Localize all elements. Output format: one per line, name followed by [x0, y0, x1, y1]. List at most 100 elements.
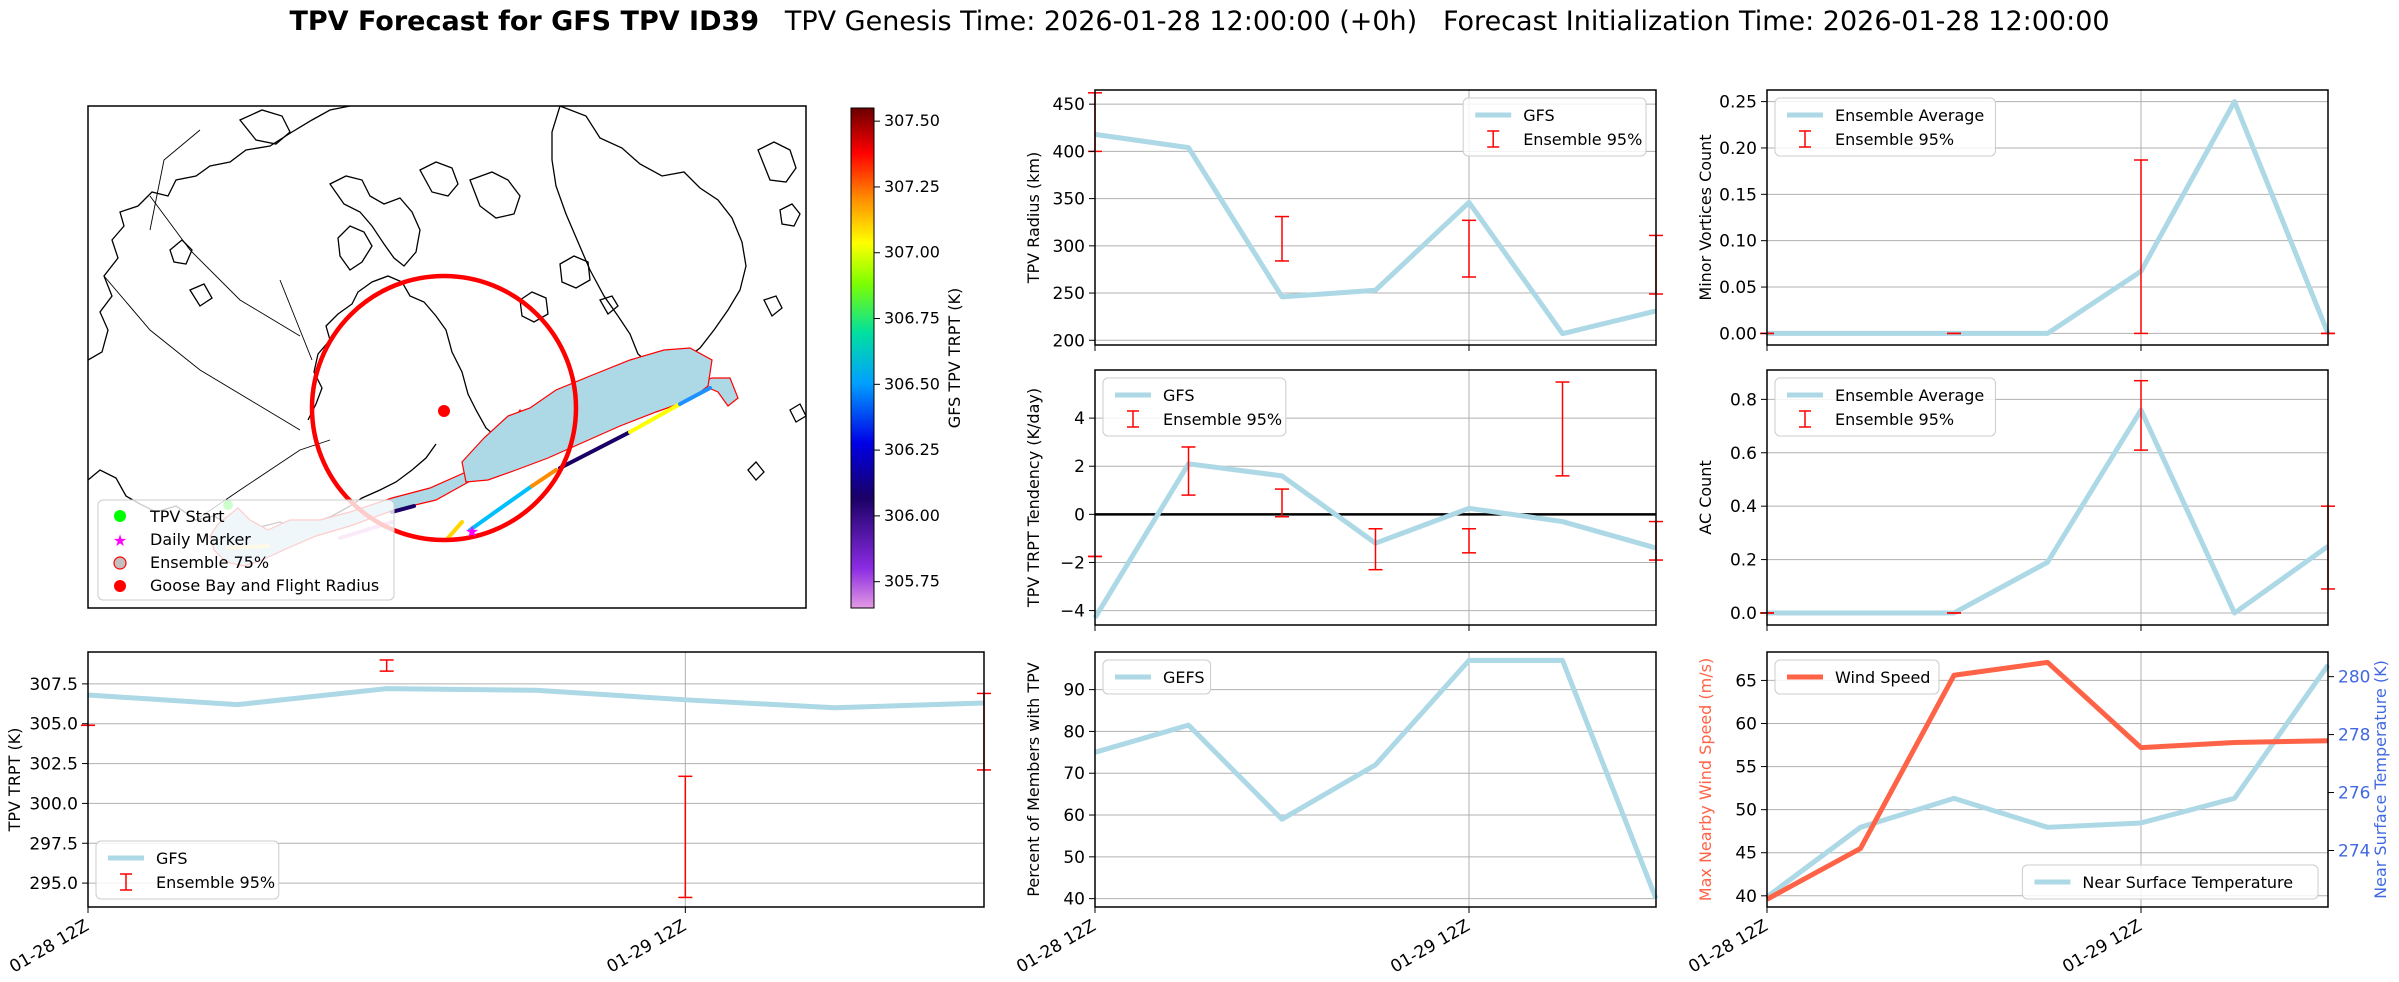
chart-minor: 0.00 0.05 0.10 0.15 0.20 0.25 Minor Vortices C… — [1696, 89, 2335, 351]
y-tick-label: 50 — [1735, 801, 1757, 821]
colorbar-label: GFS TPV TRPT (K) — [945, 288, 964, 428]
legend-box — [1774, 659, 1940, 695]
colorbar-tick-label: 306.50 — [884, 374, 940, 393]
y-tick-label: 0.15 — [1719, 185, 1757, 205]
series-line — [87, 686, 985, 711]
map-coastline — [169, 239, 193, 265]
plot-frame — [1094, 89, 1657, 346]
figure-title-init: Forecast Initialization Time: 2026-01-28… — [1442, 6, 2110, 37]
map-legend-label: Daily Marker — [150, 530, 251, 549]
plot-frame — [1766, 651, 2329, 908]
map-panel: ★ ★ TPV Start Daily Marker Ensemble 75% … — [87, 105, 964, 609]
legend-label: GFS — [1523, 106, 1554, 125]
y-tick-label: 300 — [1053, 237, 1085, 257]
y-tick-label: 297.5 — [29, 834, 78, 854]
map-coastline — [763, 295, 783, 318]
y-tick-label: 295.0 — [29, 874, 78, 894]
y-tick-label: −2 — [1060, 553, 1085, 573]
y-tick-label: 60 — [1735, 715, 1757, 735]
y-tick-label: 0.0 — [1730, 604, 1757, 624]
y-tick-label: 0.2 — [1730, 551, 1757, 571]
legend-label: GFS — [1163, 386, 1194, 405]
map-coastline — [559, 255, 591, 289]
map-border — [103, 275, 301, 431]
legend-goose-bay-icon — [114, 580, 126, 592]
y-axis-label: TPV Radius (km) — [1024, 152, 1043, 285]
y2-tick-label: 276 — [2338, 784, 2370, 804]
legend-label: Ensemble 95% — [1163, 410, 1282, 429]
map-coastline — [551, 106, 747, 371]
legend-label: GFS — [156, 849, 187, 868]
map-legend: ★ TPV Start Daily Marker Ensemble 75% Go… — [97, 499, 395, 601]
map-legend-label: Ensemble 75% — [150, 553, 269, 572]
map-coastline — [189, 283, 213, 307]
y-tick-label: 450 — [1053, 95, 1085, 115]
x-tick-label: 01-29 12Z — [604, 916, 690, 977]
y-tick-label: 0 — [1074, 505, 1085, 525]
chart-members: 40 50 60 70 80 90 Percent of Members with TPV 0… — [1013, 651, 1659, 977]
series-line — [1765, 659, 2329, 902]
goose-bay-flight-radius — [309, 273, 579, 543]
y-tick-label: 70 — [1063, 764, 1085, 784]
map-coastline — [307, 275, 541, 461]
plot-frame — [87, 651, 985, 908]
map-coastline — [329, 175, 421, 267]
y2-axis-label: Near Surface Temperature (K) — [2371, 660, 2390, 899]
y-tick-label: 60 — [1063, 806, 1085, 826]
colorbar-tick-label: 306.25 — [884, 440, 940, 459]
ensemble-75-region — [461, 347, 713, 483]
y2-tick-label: 274 — [2338, 841, 2370, 861]
temperature-line — [1765, 663, 2331, 899]
y-axis-label: TPV TRPT (K) — [5, 728, 24, 833]
map-coastline — [599, 295, 619, 315]
y-tick-label: 40 — [1735, 887, 1757, 907]
y-axis-label: Minor Vortices Count — [1696, 134, 1715, 300]
y-tick-label: 50 — [1063, 848, 1085, 868]
figure-title-bold: TPV Forecast for GFS TPV ID39 — [289, 6, 760, 37]
x-tick-label: 01-28 12Z — [1013, 916, 1099, 977]
map-coastline — [88, 106, 351, 361]
map-coastline — [779, 203, 801, 227]
goose-bay-marker — [438, 405, 450, 417]
figure-title: TPV Forecast for GFS TPV ID39 TPV Genesi… — [0, 6, 2399, 37]
x-tick-label: 01-28 12Z — [1685, 916, 1771, 977]
map-coastline — [757, 141, 797, 183]
legend-label: Wind Speed — [1835, 668, 1930, 687]
y-tick-label: 250 — [1053, 284, 1085, 304]
map-border — [279, 279, 313, 361]
map-coastline — [519, 291, 549, 323]
track-segment — [678, 386, 712, 406]
map-coastline — [337, 225, 373, 271]
colorbar-tick-label: 305.75 — [884, 572, 940, 591]
y-tick-label: 0.25 — [1719, 93, 1757, 113]
map-frame — [87, 105, 807, 609]
legend-ensemble-icon — [113, 556, 127, 570]
y-tick-label: 0.8 — [1730, 390, 1757, 410]
y2-tick-label: 278 — [2338, 726, 2370, 746]
y-tick-label: 300.0 — [29, 794, 78, 814]
track-segment — [446, 520, 464, 540]
plot-frame — [1766, 369, 2329, 626]
map-coastline — [469, 171, 521, 219]
y-axis-label: AC Count — [1696, 460, 1715, 534]
legend-box — [2021, 864, 2319, 900]
y-tick-label: 0.6 — [1730, 444, 1757, 464]
y-tick-label: 200 — [1053, 331, 1085, 351]
colorbar-tick-label: 306.75 — [884, 309, 940, 328]
y-tick-label: 45 — [1735, 844, 1757, 864]
map-border — [149, 195, 301, 337]
legend-box — [1774, 97, 1996, 157]
chart-radius: 200 250 300 350 400 450 TPV Radius (km) GFS Ense… — [1024, 89, 1663, 351]
legend-label: Ensemble Average — [1835, 386, 1984, 405]
y-tick-label: 4 — [1074, 409, 1085, 429]
colorbar-tick-label: 307.25 — [884, 177, 940, 196]
track-segment — [558, 430, 632, 470]
map-coastline — [419, 161, 459, 197]
legend-label: Ensemble 95% — [156, 873, 275, 892]
y-tick-label: 2 — [1074, 457, 1085, 477]
plot-frame — [1094, 651, 1657, 908]
legend: GEFS — [1102, 659, 1212, 695]
y-tick-label: 0.10 — [1719, 232, 1757, 252]
